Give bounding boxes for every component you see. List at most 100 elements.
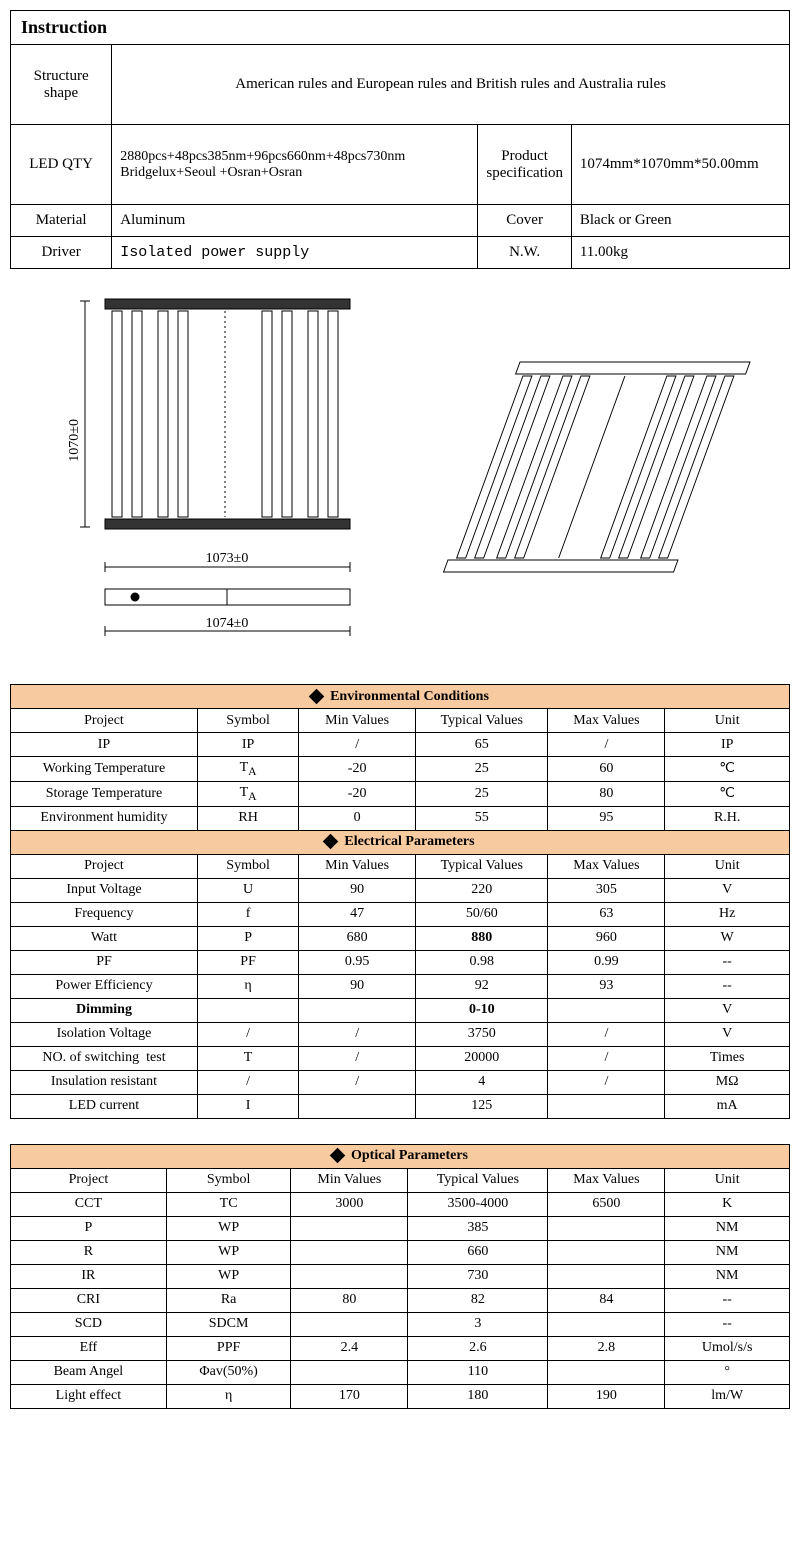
table-cell: TA: [197, 781, 298, 806]
material-value: Aluminum: [112, 205, 478, 237]
table-cell: WP: [166, 1216, 291, 1240]
table-cell: 63: [548, 902, 665, 926]
table-row: LED currentI125mA: [11, 1094, 790, 1118]
table-cell: PF: [197, 950, 298, 974]
table-cell: 92: [416, 974, 548, 998]
table-cell: 25: [416, 781, 548, 806]
table-cell: CRI: [11, 1288, 167, 1312]
column-header: Unit: [665, 709, 790, 733]
table-cell: Isolation Voltage: [11, 1022, 198, 1046]
section-header: Electrical Parameters: [11, 830, 790, 854]
cover-label: Cover: [478, 205, 571, 237]
table-cell: LED current: [11, 1094, 198, 1118]
table-row: Input VoltageU90220305V: [11, 878, 790, 902]
table-cell: Dimming: [11, 998, 198, 1022]
table-cell: 0.95: [299, 950, 416, 974]
spec-label: Product specification: [478, 125, 571, 205]
column-header: Min Values: [299, 854, 416, 878]
column-header: Unit: [665, 854, 790, 878]
column-header: Project: [11, 709, 198, 733]
table-cell: 0.98: [416, 950, 548, 974]
table-cell: [548, 1240, 665, 1264]
column-header: Max Values: [548, 1168, 665, 1192]
table-cell: Storage Temperature: [11, 781, 198, 806]
table-cell: IR: [11, 1264, 167, 1288]
table-cell: ℃: [665, 781, 790, 806]
table-cell: 90: [299, 878, 416, 902]
nw-label: N.W.: [478, 237, 571, 269]
table-cell: 50/60: [416, 902, 548, 926]
table-cell: IP: [665, 733, 790, 757]
table-cell: K: [665, 1192, 790, 1216]
column-header: Min Values: [291, 1168, 408, 1192]
table-cell: Frequency: [11, 902, 198, 926]
table-cell: /: [299, 1070, 416, 1094]
table-cell: V: [665, 878, 790, 902]
table-cell: Input Voltage: [11, 878, 198, 902]
table-cell: Power Efficiency: [11, 974, 198, 998]
table-cell: W: [665, 926, 790, 950]
table-cell: PPF: [166, 1336, 291, 1360]
table-cell: η: [197, 974, 298, 998]
table-row: Insulation resistant//4/MΩ: [11, 1070, 790, 1094]
instruction-table: Instruction Structure shape American rul…: [10, 10, 790, 269]
table-cell: 3750: [416, 1022, 548, 1046]
table-cell: 60: [548, 757, 665, 782]
table-cell: 180: [408, 1384, 548, 1408]
material-label: Material: [11, 205, 112, 237]
table-row: Dimming0-10V: [11, 998, 790, 1022]
table-cell: lm/W: [665, 1384, 790, 1408]
table-cell: /: [197, 1022, 298, 1046]
table-cell: 6500: [548, 1192, 665, 1216]
table-cell: η: [166, 1384, 291, 1408]
table-cell: P: [197, 926, 298, 950]
table-cell: Ra: [166, 1288, 291, 1312]
driver-value: Isolated power supply: [112, 237, 478, 269]
driver-label: Driver: [11, 237, 112, 269]
table-cell: 4: [416, 1070, 548, 1094]
table-row: Beam AngelΦav(50%)110°: [11, 1360, 790, 1384]
table-row: Frequencyf4750/6063Hz: [11, 902, 790, 926]
table-row: IRWP730NM: [11, 1264, 790, 1288]
table-cell: TA: [197, 757, 298, 782]
table-cell: Eff: [11, 1336, 167, 1360]
table-cell: 65: [416, 733, 548, 757]
column-header: Symbol: [197, 709, 298, 733]
table-cell: 95: [548, 806, 665, 830]
table-cell: T: [197, 1046, 298, 1070]
column-header: Typical Values: [416, 854, 548, 878]
table-cell: 3: [408, 1312, 548, 1336]
table-cell: [548, 1094, 665, 1118]
table-cell: 93: [548, 974, 665, 998]
table-cell: 960: [548, 926, 665, 950]
table-cell: 730: [408, 1264, 548, 1288]
table-cell: I: [197, 1094, 298, 1118]
table-cell: MΩ: [665, 1070, 790, 1094]
table-row: CCTTC30003500-40006500K: [11, 1192, 790, 1216]
table-cell: --: [665, 1288, 790, 1312]
table-cell: /: [548, 1022, 665, 1046]
table-cell: 47: [299, 902, 416, 926]
table-row: CRIRa808284--: [11, 1288, 790, 1312]
table-cell: 3500-4000: [408, 1192, 548, 1216]
table-cell: [548, 1264, 665, 1288]
drawing-front-view: 1070±0 1073±0 1074±0: [30, 289, 370, 654]
column-header: Project: [11, 854, 198, 878]
table-cell: [291, 1216, 408, 1240]
table-cell: --: [665, 1312, 790, 1336]
table-cell: /: [299, 1022, 416, 1046]
table-cell: [291, 1240, 408, 1264]
table-cell: 660: [408, 1240, 548, 1264]
table-cell: 90: [299, 974, 416, 998]
table-cell: NO. of switching test: [11, 1046, 198, 1070]
table-cell: 80: [291, 1288, 408, 1312]
column-header: Unit: [665, 1168, 790, 1192]
section-header: Environmental Conditions: [11, 685, 790, 709]
table-cell: R: [11, 1240, 167, 1264]
table-row: Working TemperatureTA-202560℃: [11, 757, 790, 782]
table-cell: 385: [408, 1216, 548, 1240]
table-cell: V: [665, 998, 790, 1022]
column-header: Project: [11, 1168, 167, 1192]
table-cell: Hz: [665, 902, 790, 926]
optical-table: Optical ParametersProjectSymbolMin Value…: [10, 1144, 790, 1409]
